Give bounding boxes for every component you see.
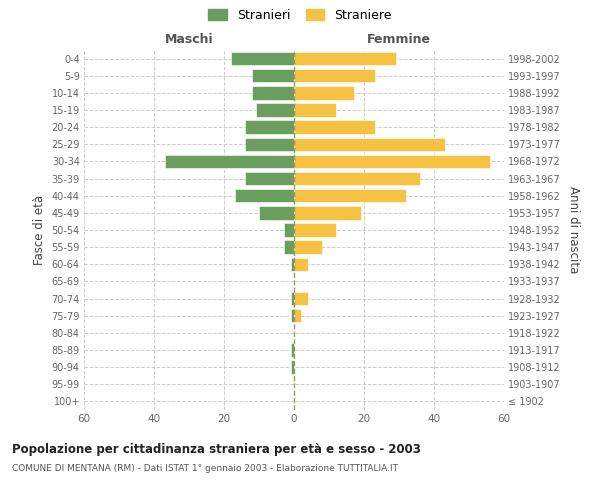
Bar: [294, 104, 336, 117]
Bar: [294, 86, 353, 100]
Text: Femmine: Femmine: [367, 34, 431, 46]
Bar: [252, 69, 294, 82]
Bar: [294, 52, 395, 66]
Bar: [294, 224, 336, 236]
Bar: [245, 120, 294, 134]
Bar: [294, 69, 374, 82]
Bar: [294, 206, 361, 220]
Y-axis label: Anni di nascita: Anni di nascita: [568, 186, 580, 274]
Bar: [290, 344, 294, 356]
Bar: [256, 104, 294, 117]
Bar: [294, 240, 322, 254]
Legend: Stranieri, Straniere: Stranieri, Straniere: [208, 8, 392, 22]
Bar: [245, 138, 294, 151]
Bar: [164, 154, 294, 168]
Bar: [259, 206, 294, 220]
Bar: [290, 309, 294, 322]
Text: Maschi: Maschi: [164, 34, 214, 46]
Bar: [294, 292, 308, 306]
Text: Popolazione per cittadinanza straniera per età e sesso - 2003: Popolazione per cittadinanza straniera p…: [12, 442, 421, 456]
Bar: [294, 189, 406, 202]
Bar: [245, 172, 294, 186]
Bar: [252, 86, 294, 100]
Bar: [294, 154, 490, 168]
Bar: [294, 138, 445, 151]
Bar: [235, 189, 294, 202]
Text: COMUNE DI MENTANA (RM) - Dati ISTAT 1° gennaio 2003 - Elaborazione TUTTITALIA.IT: COMUNE DI MENTANA (RM) - Dati ISTAT 1° g…: [12, 464, 398, 473]
Y-axis label: Fasce di età: Fasce di età: [33, 195, 46, 265]
Bar: [284, 224, 294, 236]
Bar: [284, 240, 294, 254]
Bar: [290, 360, 294, 374]
Bar: [294, 120, 374, 134]
Bar: [294, 309, 301, 322]
Bar: [290, 258, 294, 271]
Bar: [290, 292, 294, 306]
Bar: [294, 172, 420, 186]
Bar: [294, 258, 308, 271]
Bar: [231, 52, 294, 66]
